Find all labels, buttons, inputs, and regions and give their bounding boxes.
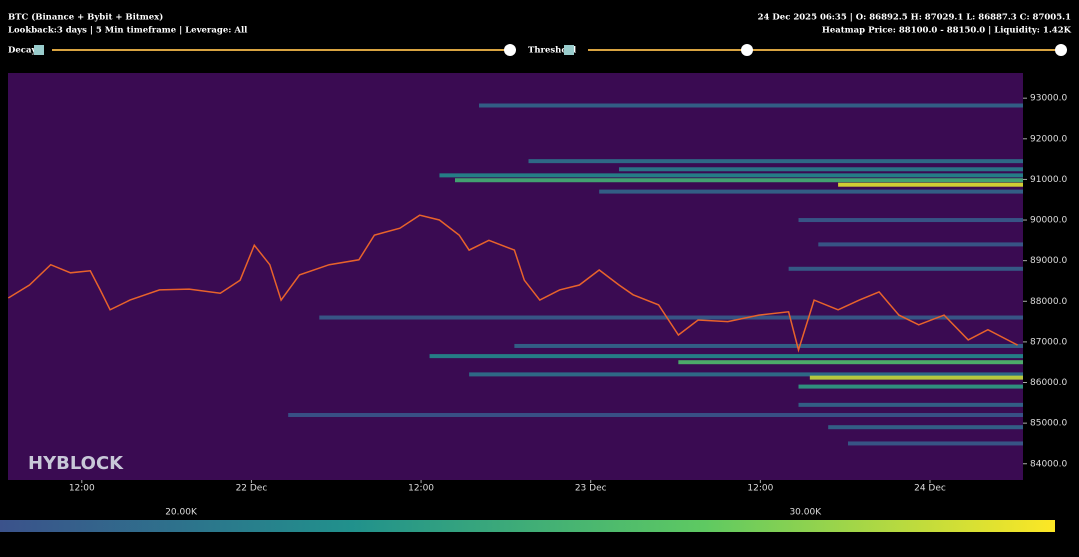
liquidity-band [439, 173, 1023, 178]
y-tick-label: 92000.0 [1030, 134, 1067, 144]
liquidity-band [454, 178, 1023, 183]
decay-handle[interactable] [504, 44, 516, 56]
watermark: HYBLOCK [28, 453, 124, 474]
liquidity-band [838, 182, 1023, 187]
liquidity-band [429, 354, 1023, 359]
plot-area [8, 73, 1023, 480]
liquidity-band [847, 441, 1023, 446]
threshold-handle-high[interactable] [1055, 44, 1067, 56]
y-tick-label: 87000.0 [1030, 337, 1067, 347]
liquidity-band [319, 315, 1023, 320]
y-tick-label: 91000.0 [1030, 175, 1067, 185]
x-tick-label: 12:00 [747, 484, 773, 494]
liquidity-band [514, 343, 1023, 348]
liquidity-band [788, 266, 1023, 271]
y-tick-label: 90000.0 [1030, 216, 1067, 226]
colorbar [0, 520, 1055, 532]
liquidity-band [809, 375, 1023, 380]
y-tick-label: 89000.0 [1030, 256, 1067, 266]
liquidity-band [528, 159, 1023, 164]
threshold-label: Threshold [528, 46, 576, 56]
liquidity-band [479, 103, 1024, 108]
liquidity-band [828, 425, 1023, 430]
plot-layer [7, 103, 1024, 446]
x-tick-label: 12:00 [408, 484, 434, 494]
ohlc: 24 Dec 2025 06:35 | O: 86892.5 H: 87029.… [758, 13, 1071, 23]
colorbar-tick-label: 20.00K [165, 508, 198, 518]
y-tick-label: 85000.0 [1030, 419, 1067, 429]
liquidity-band [469, 372, 1023, 377]
x-tick-label: 12:00 [69, 484, 95, 494]
x-tick-label: 23 Dec [575, 484, 607, 494]
liquidity-band [818, 242, 1023, 247]
x-tick-label: 22 Dec [236, 484, 268, 494]
liquidity-band [798, 384, 1023, 389]
price-line [7, 214, 1018, 353]
y-tick-label: 88000.0 [1030, 297, 1067, 307]
y-tick-label: 93000.0 [1030, 94, 1067, 104]
liquidity-band [798, 402, 1023, 407]
x-tick-label: 24 Dec [914, 484, 946, 494]
decay-icon[interactable] [34, 45, 44, 55]
subtitle: Lookback:3 days | 5 Min timeframe | Leve… [8, 26, 248, 36]
liquidity-band [798, 218, 1023, 223]
hover-info: Heatmap Price: 88100.0 - 88150.0 | Liqui… [822, 26, 1072, 36]
threshold-handle-low[interactable] [741, 44, 753, 56]
colorbar-tick-label: 30.00K [789, 508, 822, 518]
liquidity-band [618, 167, 1023, 172]
y-tick-label: 84000.0 [1030, 459, 1067, 469]
liquidity-band [599, 189, 1023, 194]
y-tick-label: 86000.0 [1030, 378, 1067, 388]
decay-label: Decay [8, 46, 37, 56]
liquidity-band [288, 413, 1023, 418]
threshold-icon[interactable] [564, 45, 574, 55]
liquidity-band [678, 360, 1023, 365]
title: BTC (Binance + Bybit + Bitmex) [8, 12, 163, 23]
